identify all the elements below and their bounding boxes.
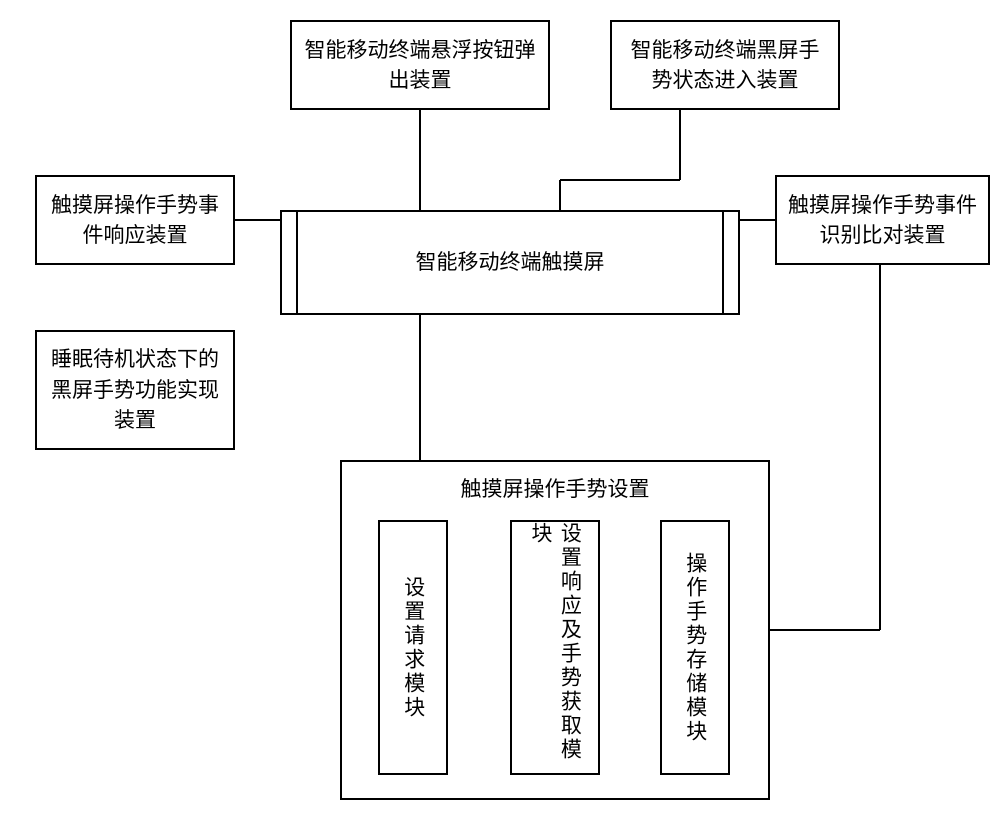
node-label: 睡眠待机状态下的黑屏手势功能实现装置 [47,344,223,435]
node-label: 触摸屏操作手势事件响应装置 [47,190,223,251]
node-sub-request-module: 设置请求模块 [378,520,448,775]
node-sub-storage-module: 操作手势存储模块 [660,520,730,775]
node-gesture-event-response: 触摸屏操作手势事件响应装置 [35,175,235,265]
node-label: 智能移动终端黑屏手势状态进入装置 [622,35,828,96]
node-blackscreen-gesture-enter: 智能移动终端黑屏手势状态进入装置 [610,20,840,110]
node-float-button-popup: 智能移动终端悬浮按钮弹出装置 [290,20,550,110]
node-label: 设置请求模块 [398,576,427,720]
node-label: 智能移动终端触摸屏 [416,247,605,277]
node-label: 触摸屏操作手势事件识别比对装置 [787,190,978,251]
node-label: 设置响应及手势获取模块 [526,522,585,773]
node-sub-response-capture-module: 设置响应及手势获取模块 [510,520,600,775]
node-gesture-event-recognize: 触摸屏操作手势事件识别比对装置 [775,175,990,265]
center-inner-strip-right [722,210,724,315]
node-sleep-blackscreen-gesture: 睡眠待机状态下的黑屏手势功能实现装置 [35,330,235,450]
node-label: 操作手势存储模块 [680,552,709,744]
center-inner-strip-left [296,210,298,315]
node-touchscreen-center: 智能移动终端触摸屏 [280,210,740,315]
container-title: 触摸屏操作手势设置 [342,474,768,504]
node-label: 智能移动终端悬浮按钮弹出装置 [302,35,538,96]
